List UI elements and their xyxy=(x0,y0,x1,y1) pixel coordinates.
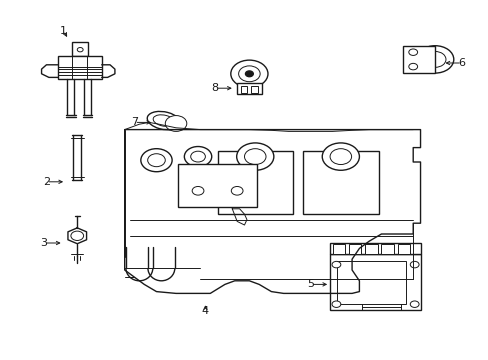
Circle shape xyxy=(331,301,340,307)
Circle shape xyxy=(184,147,211,167)
Bar xyxy=(329,243,420,254)
Bar xyxy=(337,261,405,304)
Circle shape xyxy=(245,71,253,77)
Bar xyxy=(240,86,247,93)
Bar xyxy=(403,46,434,73)
Bar xyxy=(217,151,293,214)
Bar xyxy=(329,254,420,310)
Circle shape xyxy=(230,60,267,87)
Circle shape xyxy=(408,63,417,70)
Circle shape xyxy=(77,48,83,52)
Bar xyxy=(178,164,256,207)
Bar xyxy=(381,244,393,254)
Circle shape xyxy=(190,151,205,162)
Text: 2: 2 xyxy=(43,177,50,187)
Bar xyxy=(332,244,345,254)
Text: 6: 6 xyxy=(458,58,465,68)
Text: 3: 3 xyxy=(41,238,47,248)
Circle shape xyxy=(141,149,172,172)
Bar xyxy=(58,56,102,79)
Circle shape xyxy=(236,143,273,170)
Circle shape xyxy=(192,186,203,195)
Bar xyxy=(397,244,409,254)
Circle shape xyxy=(165,116,186,131)
Text: 8: 8 xyxy=(211,83,218,93)
Circle shape xyxy=(409,301,418,307)
Bar xyxy=(72,42,88,56)
Circle shape xyxy=(409,261,418,268)
Text: 1: 1 xyxy=(60,26,67,36)
Ellipse shape xyxy=(153,115,174,126)
Text: 4: 4 xyxy=(202,306,208,316)
Circle shape xyxy=(331,261,340,268)
Bar xyxy=(348,244,361,254)
Circle shape xyxy=(231,186,243,195)
Circle shape xyxy=(244,149,265,165)
Bar xyxy=(365,244,377,254)
Circle shape xyxy=(329,149,351,165)
Bar xyxy=(303,151,378,214)
Circle shape xyxy=(238,66,260,82)
Circle shape xyxy=(71,231,83,240)
Circle shape xyxy=(424,51,445,67)
Bar xyxy=(251,86,258,93)
Text: 5: 5 xyxy=(306,279,313,289)
Circle shape xyxy=(408,49,417,55)
Circle shape xyxy=(322,143,359,170)
Ellipse shape xyxy=(147,111,180,130)
Circle shape xyxy=(147,154,165,167)
Text: 7: 7 xyxy=(131,117,138,127)
Bar xyxy=(237,83,261,94)
Circle shape xyxy=(416,46,453,73)
